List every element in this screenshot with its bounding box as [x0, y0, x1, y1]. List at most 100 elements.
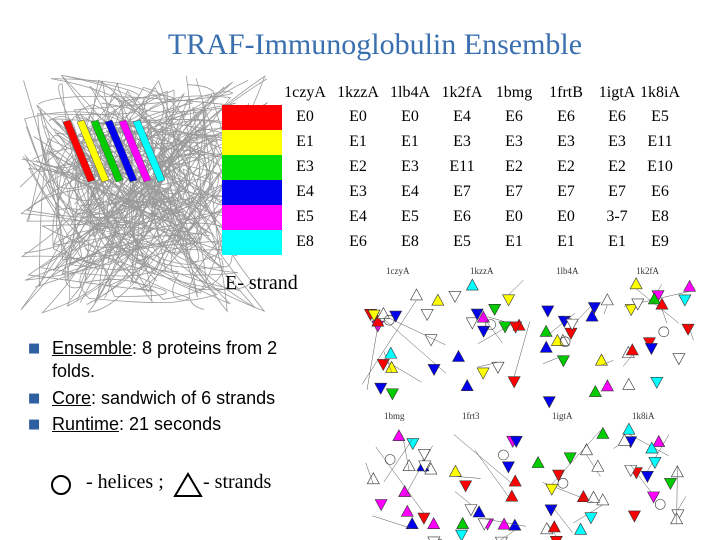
bullet-text: : 8 proteins from 2 [132, 338, 278, 358]
table-cell: E2 [557, 158, 575, 175]
table-cell: E7 [557, 183, 575, 200]
table-cell: E1 [349, 133, 367, 150]
table-cell: E3 [401, 158, 419, 175]
slide-title: TRAF-Immunoglobulin Ensemble [167, 28, 583, 61]
topology-strand [409, 288, 424, 301]
protein-strand [104, 119, 138, 183]
topology-link [550, 504, 573, 533]
protein-backbone [110, 93, 241, 292]
table-cell: E3 [557, 133, 575, 150]
table-cell: E3 [505, 133, 523, 150]
topology-strand [547, 520, 561, 533]
column-header: 1bmg [495, 84, 533, 101]
table-cell: E4 [453, 108, 471, 125]
topology-strand [565, 318, 579, 331]
topology-link [365, 462, 374, 484]
topology-strand [508, 474, 522, 487]
topology-link [622, 354, 633, 367]
topology-strand [431, 293, 445, 306]
topology-strand [531, 455, 545, 468]
topology-strand [488, 304, 502, 316]
topology-strand [600, 293, 614, 306]
topology-link [375, 446, 425, 514]
topology-link [601, 360, 614, 366]
topology-link [383, 359, 422, 383]
column-header: 1igtA [598, 84, 636, 101]
topology-strand [552, 469, 566, 482]
column-header: 1kzzA [337, 84, 379, 101]
protein-backbone [38, 75, 241, 235]
protein-backbone [33, 109, 153, 303]
column-header: 1k2fA [441, 84, 483, 101]
protein-backbone [57, 86, 225, 288]
table-cell: E7 [608, 183, 626, 200]
topology-link [477, 361, 499, 368]
topology-strand [574, 522, 588, 535]
topology-helix [498, 449, 509, 461]
bullet-marker: ■ [28, 341, 41, 356]
table-cell: E9 [651, 233, 669, 250]
topology-strand [494, 536, 508, 540]
topology-link [383, 438, 414, 482]
legend-strands: - strands [203, 471, 272, 493]
row-swatch [222, 105, 282, 130]
topology-link [657, 284, 663, 291]
table-cell: E7 [505, 183, 523, 200]
topology-strand [585, 309, 599, 322]
table-cell: E0 [401, 108, 419, 125]
topology-strand [587, 302, 601, 315]
table-cell: E3 [349, 183, 367, 200]
protein-backbone [134, 139, 214, 298]
topology-strand [564, 327, 578, 340]
topology-strand [600, 379, 614, 392]
bullet-term: Ensemble [52, 338, 133, 358]
table-cell: E5 [296, 208, 314, 225]
topology-strand [539, 340, 553, 353]
topology-strand [580, 443, 594, 456]
panel-label: 1kzzA [470, 266, 494, 276]
table-cell: E6 [505, 108, 523, 125]
table-cell: E0 [557, 208, 575, 225]
topology-strand [502, 294, 516, 307]
table-cell: E8 [296, 233, 314, 250]
table-cell: E11 [449, 158, 475, 175]
bullet-item: Runtime: 21 seconds [52, 414, 221, 435]
figure-caption: E- strand [225, 272, 298, 294]
table-cell: E7 [453, 183, 471, 200]
protein-backbone [27, 78, 181, 292]
topology-strand [497, 517, 511, 530]
bullet-term: Core [52, 388, 92, 408]
topology-link [635, 288, 679, 324]
topology-strand [507, 376, 521, 389]
bullet-marker: ■ [28, 417, 41, 432]
protein-strand [62, 119, 96, 183]
topology-strand [652, 434, 666, 447]
topology-strand [539, 324, 553, 337]
topology-strand [545, 483, 559, 496]
topology-strand [498, 321, 512, 334]
table-cell: E4 [296, 183, 314, 200]
panel-label: 1k8iA [632, 411, 655, 421]
topology-strand [631, 298, 645, 311]
row-swatch [222, 180, 282, 205]
protein-backbone [87, 128, 217, 284]
table-cell: E4 [349, 208, 367, 225]
topology-strand [389, 310, 403, 323]
topology-strand [622, 377, 636, 390]
table-cell: E1 [557, 233, 575, 250]
topology-strand [459, 480, 473, 493]
table-cell: E11 [647, 133, 673, 150]
protein-backbone [38, 135, 193, 287]
topology-strand [465, 317, 479, 330]
legend-helices: - helices ; [86, 471, 164, 493]
topology-strand [501, 461, 515, 474]
panel-label: 1igtA [552, 411, 573, 421]
topology-link [453, 434, 516, 487]
topology-link [661, 309, 668, 323]
topology-strand [648, 457, 662, 470]
topology-link [542, 355, 564, 364]
topology-helix [383, 314, 395, 326]
topology-link [687, 324, 694, 341]
topology-strand [678, 294, 692, 307]
